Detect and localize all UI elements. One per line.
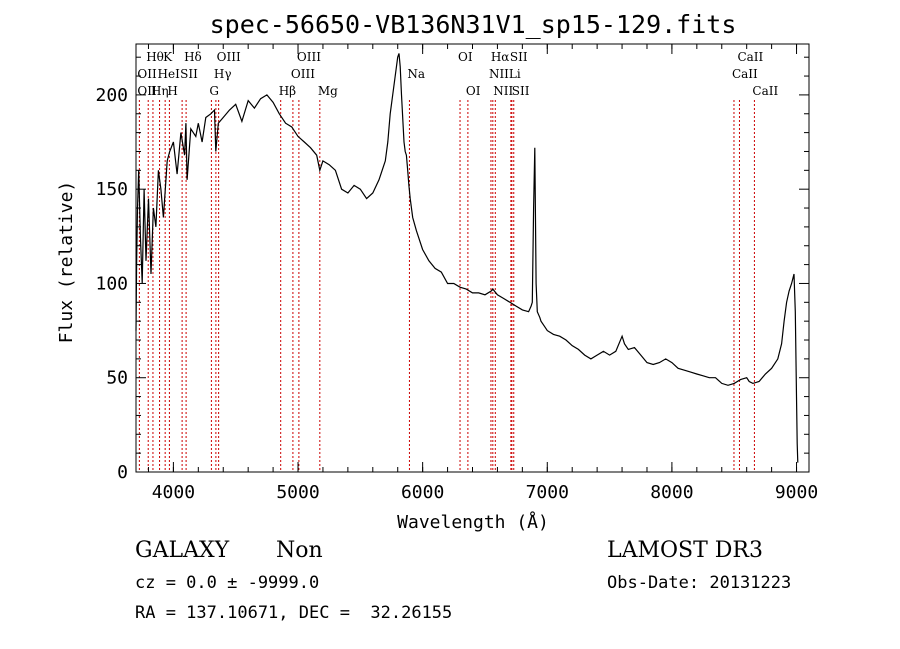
x-tick-label: 9000 — [775, 482, 818, 503]
line-marker-label: HeI — [158, 67, 181, 81]
line-marker-label: Hδ — [184, 50, 202, 64]
object-subclass: Non — [276, 538, 323, 563]
y-axis-label: Flux (relative) — [56, 181, 77, 344]
x-tick-label: 7000 — [526, 482, 569, 503]
line-marker-label: Li — [509, 67, 521, 81]
ra-dec: RA = 137.10671, DEC = 32.26155 — [135, 603, 453, 623]
line-marker-label: H — [167, 84, 177, 98]
line-marker-label: Hγ — [214, 67, 232, 81]
y-tick-label: 200 — [95, 85, 128, 106]
y-tick-label: 0 — [117, 462, 128, 483]
line-marker-label: OI — [458, 50, 473, 64]
line-marker-label: OIII — [217, 50, 241, 64]
line-marker-label: CaII — [732, 67, 758, 81]
x-tick-label: 4000 — [152, 482, 195, 503]
line-marker-label: NII — [493, 84, 513, 98]
line-marker-label: Mg — [318, 84, 338, 98]
axis-ticks: 4000 5000 6000 7000 8000 9000 0 50 100 150 200 — [95, 44, 818, 503]
line-marker-label: Na — [407, 67, 425, 81]
line-marker-label: Hα — [491, 50, 510, 64]
x-axis-label: Wavelength (Å) — [397, 511, 549, 533]
line-marker-label: K — [163, 50, 173, 64]
line-marker-label: G — [209, 84, 219, 98]
survey-label: LAMOST DR3 — [607, 538, 763, 563]
x-tick-label: 5000 — [276, 482, 319, 503]
y-tick-label: 100 — [95, 273, 128, 294]
line-marker-label: OIII — [291, 67, 315, 81]
emission-line-markers — [138, 100, 755, 472]
line-marker-label: OIII — [297, 50, 321, 64]
object-class: GALAXY — [135, 538, 230, 563]
chart-title: spec-56650-VB136N31V1_sp15-129.fits — [210, 10, 737, 39]
line-marker-label: Hη — [151, 84, 169, 98]
obs-date: Obs-Date: 20131223 — [607, 573, 792, 593]
line-marker-label: Hβ — [279, 84, 296, 98]
spectrum-line — [135, 53, 799, 463]
line-marker-label: SII — [180, 67, 198, 81]
redshift-cz: cz = 0.0 ± -9999.0 — [135, 573, 320, 593]
line-marker-label: CaII — [752, 84, 778, 98]
y-tick-label: 50 — [106, 368, 128, 389]
line-marker-label: SII — [510, 50, 528, 64]
line-marker-label: Hθ — [146, 50, 164, 64]
line-marker-label: NII — [489, 67, 509, 81]
y-tick-label: 150 — [95, 179, 128, 200]
line-marker-label: CaII — [737, 50, 763, 64]
line-marker-label: SII — [512, 84, 530, 98]
x-tick-label: 8000 — [650, 482, 693, 503]
line-marker-label: OI — [466, 84, 481, 98]
x-tick-label: 6000 — [401, 482, 444, 503]
line-marker-label: OII — [137, 67, 157, 81]
